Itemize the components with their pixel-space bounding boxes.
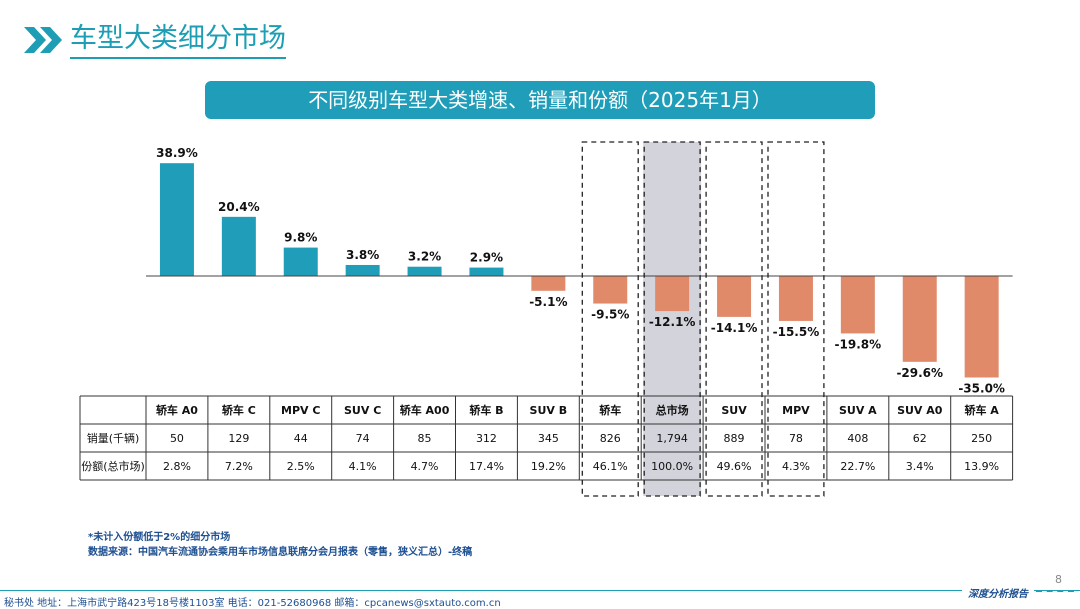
data-label: -19.8% [835, 337, 882, 351]
table-cell: 3.4% [906, 460, 934, 473]
source-line: 数据来源：中国汽车流通协会乘用车市场信息联席分会月报表（零售，狭义汇总）-终稿 [88, 547, 473, 558]
category-label: SUV A [839, 404, 877, 417]
bar [159, 163, 194, 276]
category-label: MPV C [281, 404, 320, 417]
table-cell: 62 [913, 432, 927, 445]
dashed-highlight-box [767, 141, 825, 497]
report-type-label: 深度分析报告 [962, 585, 1034, 600]
footer-dash [1036, 590, 1074, 593]
table-cell: 50 [170, 432, 184, 445]
category-label: MPV [782, 404, 810, 417]
dashed-highlight-box [581, 141, 639, 497]
data-label: -14.1% [711, 321, 758, 335]
notes: *未计入份额低于2%的细分市场 数据来源：中国汽车流通协会乘用车市场信息联席分会… [88, 530, 472, 560]
table-cell: 85 [418, 432, 432, 445]
table-cell: 2.5% [287, 460, 315, 473]
bar [840, 276, 875, 334]
highlight-column [643, 142, 702, 496]
category-label: 轿车 [599, 403, 621, 417]
table-cell: 7.2% [225, 460, 253, 473]
table-cell: 49.6% [717, 460, 752, 473]
table-cell: 100.0% [651, 460, 693, 473]
table-cell: 250 [971, 432, 992, 445]
table-cell: 408 [847, 432, 868, 445]
table-cell: 129 [228, 432, 249, 445]
bar [655, 276, 690, 312]
table-cell: 19.2% [531, 460, 566, 473]
row-label: 份额(总市场) [81, 459, 145, 473]
table-cell: 826 [600, 432, 621, 445]
table-cell: 889 [724, 432, 745, 445]
dashed-highlight-box [643, 141, 701, 497]
page-number: 8 [1055, 573, 1062, 586]
bar [531, 276, 566, 291]
category-label: 轿车 B [469, 403, 503, 417]
data-label: -35.0% [958, 382, 1005, 396]
chart-banner-title: 不同级别车型大类增速、销量和份额（2025年1月） [205, 81, 875, 119]
page-header: 车型大类细分市场 [22, 20, 286, 60]
bar [221, 216, 256, 276]
table-cell: 4.1% [349, 460, 377, 473]
data-label: -12.1% [649, 315, 696, 329]
bar [902, 276, 937, 362]
page-title: 车型大类细分市场 [70, 21, 286, 59]
table-cell: 46.1% [593, 460, 628, 473]
table-cell: 13.9% [964, 460, 999, 473]
table-cell: 312 [476, 432, 497, 445]
data-label: -9.5% [591, 308, 629, 322]
table-cell: 345 [538, 432, 559, 445]
data-label: 2.9% [470, 251, 503, 265]
data-label: 9.8% [284, 231, 317, 245]
dashed-highlight-box [705, 141, 763, 497]
table-cell: 44 [294, 432, 308, 445]
data-label: 3.8% [346, 248, 379, 262]
table-cell: 78 [789, 432, 803, 445]
category-label: 轿车 C [222, 403, 256, 417]
table-cell: 22.7% [840, 460, 875, 473]
category-label: SUV C [344, 404, 381, 417]
double-chevron-icon [24, 27, 62, 53]
bar [778, 276, 813, 321]
data-label: 38.9% [156, 146, 198, 160]
bar [407, 266, 442, 276]
bar [345, 264, 380, 276]
bar [283, 247, 318, 276]
bar [717, 276, 752, 317]
footer-divider [0, 590, 1080, 591]
table-cell: 4.3% [782, 460, 810, 473]
data-label: -5.1% [529, 295, 567, 309]
category-label: SUV A0 [897, 404, 943, 417]
category-label: 轿车 A00 [400, 403, 450, 417]
category-label: SUV B [530, 404, 568, 417]
table-cell: 17.4% [469, 460, 504, 473]
data-label: 20.4% [218, 200, 260, 214]
bar [469, 267, 504, 276]
data-label: 3.2% [408, 250, 441, 264]
category-label: 轿车 A [964, 403, 999, 417]
table-cell: 4.7% [411, 460, 439, 473]
table-cell: 1,794 [656, 432, 688, 445]
bar [964, 276, 999, 378]
growth-bar-chart: 38.9% 20.4% 9.8% 3.8% 3.2% 2.9% -5.1% -9.5% -12.… [79, 141, 1014, 497]
footer-contact: 秘书处 地址：上海市武宁路423号18号楼1103室 电话：021-526809… [4, 598, 501, 609]
note-line: *未计入份额低于2%的细分市场 [88, 532, 231, 543]
table-cell: 74 [356, 432, 370, 445]
data-label: -15.5% [773, 325, 820, 339]
bar [593, 276, 628, 304]
category-label: 总市场 [656, 403, 689, 417]
data-label: -29.6% [896, 366, 943, 380]
row-label: 销量(千辆) [87, 431, 140, 445]
table-cell: 2.8% [163, 460, 191, 473]
category-label: 轿车 A0 [156, 403, 198, 417]
category-label: SUV [721, 404, 747, 417]
